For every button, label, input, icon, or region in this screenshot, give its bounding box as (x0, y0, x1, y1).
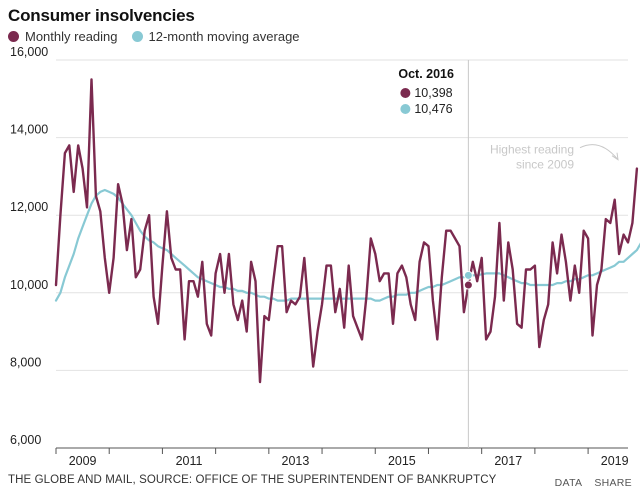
arrow-icon (579, 144, 619, 161)
data-link[interactable]: DATA (554, 477, 583, 489)
monthly-reading-line (54, 78, 639, 384)
y-tick-label-1: 8,000 (10, 355, 41, 369)
y-tick-label-0: 6,000 (10, 433, 41, 447)
y-tick-label-2: 10,000 (10, 278, 48, 292)
legend-label-average: 12-month moving average (148, 29, 300, 44)
x-axis: 2009 2011 2013 2015 2017 2019 (55, 448, 629, 468)
average-swatch-icon (131, 31, 143, 42)
highest-note-line2: since 2009 (516, 158, 574, 172)
annotation-date: Oct. 2016 (398, 67, 454, 81)
chart-series (54, 78, 640, 384)
grid-lines (56, 59, 628, 449)
moving-average-line (54, 188, 640, 302)
y-tick-label-4: 14,000 (10, 123, 48, 137)
y-tick-label-3: 12,000 (10, 200, 48, 214)
x-tick-label-2011: 2011 (176, 454, 203, 468)
marker-average (463, 270, 473, 280)
annotation-average-dot-icon (400, 104, 411, 114)
share-link[interactable]: SHARE (594, 477, 632, 489)
legend-label-monthly: Monthly reading (25, 29, 118, 44)
legend: Monthly reading 12-month moving average (8, 29, 314, 44)
source-credit: THE GLOBE AND MAIL, SOURCE: OFFICE OF TH… (8, 474, 497, 486)
x-tick-label-2013: 2013 (282, 454, 310, 468)
page-title: Consumer insolvencies (8, 6, 195, 25)
annotation-average-value: 10,476 (414, 102, 452, 116)
marker-monthly (463, 280, 473, 290)
y-tick-label-5: 16,000 (10, 45, 48, 59)
monthly-swatch-icon (8, 31, 19, 42)
annotation-monthly-value: 10,398 (414, 86, 452, 100)
x-tick-label-2019: 2019 (601, 454, 629, 468)
legend-item-monthly[interactable]: Monthly reading (8, 29, 118, 44)
annotations: Oct. 2016 10,398 10,476 Highest reading … (398, 60, 619, 448)
highest-note-line1: Highest reading (490, 143, 574, 157)
annotation-monthly-dot-icon (400, 88, 411, 98)
x-tick-label-2009: 2009 (69, 454, 97, 468)
x-tick-label-2015: 2015 (388, 454, 416, 468)
footer-actions: DATA SHARE (543, 477, 632, 489)
x-tick-label-2017: 2017 (494, 454, 522, 468)
legend-item-average[interactable]: 12-month moving average (131, 29, 300, 44)
y-axis: 6,000 8,000 10,000 12,000 14,000 16,000 (10, 45, 48, 447)
